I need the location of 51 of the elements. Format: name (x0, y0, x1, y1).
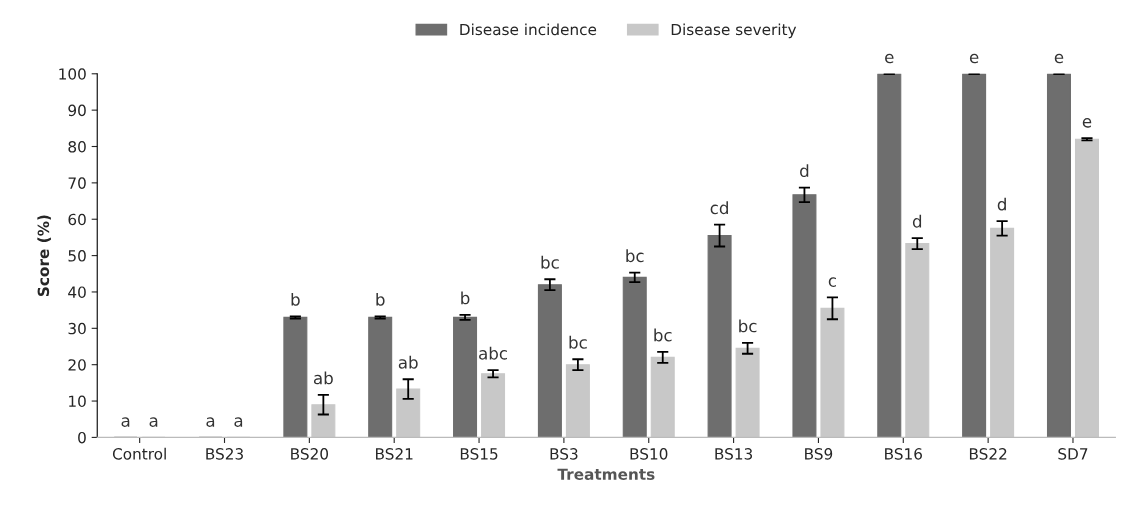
data-label: b (461, 291, 470, 305)
x-tick-label: BS23 (206, 448, 243, 460)
x-tick-label: Control (112, 447, 166, 460)
data-label: abc (479, 346, 507, 360)
legend-label: Disease incidence (460, 23, 597, 36)
data-label: ab (313, 371, 333, 385)
y-tick-label: 20 (68, 359, 86, 371)
data-label: bc (541, 255, 559, 269)
data-label: b (291, 292, 300, 306)
data-label: e (1082, 118, 1092, 128)
x-tick-label: BS10 (630, 448, 668, 460)
y-tick-label: 70 (68, 177, 86, 189)
data-label: bc (626, 249, 644, 263)
data-label: b (376, 292, 385, 306)
y-tick-label: 50 (68, 250, 86, 262)
y-tick-label: 90 (68, 104, 86, 117)
x-tick-label: BS9 (805, 448, 833, 460)
x-tick-label: BS20 (291, 448, 329, 460)
y-tick-label: 30 (68, 322, 86, 335)
x-axis-title: Treatments (557, 468, 655, 480)
data-label: d (912, 214, 922, 228)
y-tick-label: 10 (69, 395, 86, 408)
x-tick-label: BS22 (969, 448, 1007, 460)
x-tick-label: BS3 (550, 448, 578, 460)
data-label: a (234, 417, 243, 427)
data-label: bc (569, 335, 587, 349)
data-label: e (969, 53, 979, 64)
y-tick-label: 0 (78, 431, 86, 444)
data-label: cd (710, 201, 728, 215)
data-label: a (121, 417, 130, 427)
x-tick-label: BS13 (715, 448, 753, 460)
data-label: a (206, 417, 215, 427)
data-label: e (885, 53, 894, 64)
data-label: bc (654, 328, 672, 342)
data-label: d (800, 164, 809, 178)
y-tick-label: 60 (68, 213, 86, 226)
y-tick-label: 80 (68, 140, 86, 153)
y-axis-title: Score (%) (37, 215, 51, 297)
x-tick-label: BS16 (885, 448, 922, 460)
data-label: ab (398, 355, 418, 369)
data-label: c (828, 277, 836, 287)
x-tick-label: BS15 (460, 448, 498, 460)
data-label: e (1054, 53, 1064, 64)
data-label: a (149, 417, 158, 427)
data-label: d (997, 197, 1006, 211)
data-label: bc (739, 319, 757, 333)
legend-label: Disease severity (671, 23, 797, 39)
x-tick-label: BS21 (376, 448, 413, 460)
y-tick-label: 100 (59, 68, 86, 80)
x-tick-label: SD7 (1058, 448, 1088, 460)
y-tick-label: 40 (68, 286, 86, 298)
